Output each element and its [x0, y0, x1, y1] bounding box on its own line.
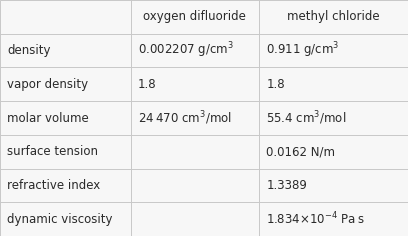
Text: vapor density: vapor density — [7, 78, 89, 91]
Text: 1.3389: 1.3389 — [266, 179, 307, 192]
Text: dynamic viscosity: dynamic viscosity — [7, 213, 113, 226]
Text: 0.002207 g/cm$^3$: 0.002207 g/cm$^3$ — [138, 41, 234, 60]
Text: density: density — [7, 44, 51, 57]
Text: 24 470 cm$^3$/mol: 24 470 cm$^3$/mol — [138, 109, 232, 127]
Text: methyl chloride: methyl chloride — [287, 10, 380, 23]
Text: 0.911 g/cm$^3$: 0.911 g/cm$^3$ — [266, 41, 340, 60]
Text: oxygen difluoride: oxygen difluoride — [143, 10, 246, 23]
Text: 1.8: 1.8 — [138, 78, 157, 91]
Text: molar volume: molar volume — [7, 111, 89, 125]
Text: 0.0162 N/m: 0.0162 N/m — [266, 145, 335, 158]
Text: refractive index: refractive index — [7, 179, 101, 192]
Text: 1.834×10$^{-4}$ Pa s: 1.834×10$^{-4}$ Pa s — [266, 211, 365, 228]
Text: 1.8: 1.8 — [266, 78, 285, 91]
Text: surface tension: surface tension — [7, 145, 98, 158]
Text: 55.4 cm$^3$/mol: 55.4 cm$^3$/mol — [266, 109, 347, 127]
